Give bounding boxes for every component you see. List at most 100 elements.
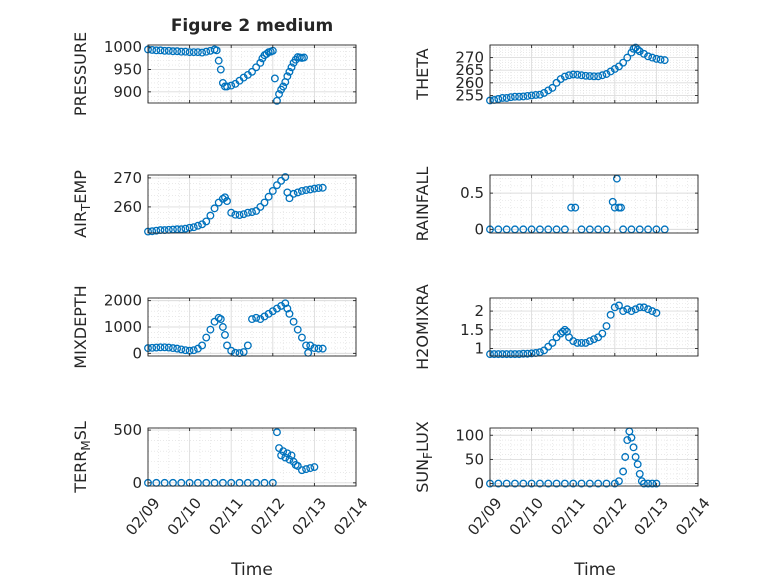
data-point xyxy=(177,345,186,354)
data-point xyxy=(273,428,281,437)
data-point xyxy=(552,479,561,488)
data-point xyxy=(302,186,311,195)
data-point xyxy=(498,350,507,359)
data-point xyxy=(502,94,511,102)
data-point xyxy=(270,74,279,83)
data-point xyxy=(206,325,215,334)
x-axis-label-left: Time xyxy=(230,560,273,580)
data-point xyxy=(148,227,157,236)
y-axis-label: PRESSURE xyxy=(71,32,90,116)
data-point xyxy=(293,325,302,334)
x-tick-label: 02/09 xyxy=(464,494,506,539)
data-point xyxy=(297,186,306,195)
data-point xyxy=(198,48,207,57)
data-point xyxy=(160,343,169,352)
data-point xyxy=(585,337,594,345)
data-point xyxy=(181,346,190,355)
data-point xyxy=(177,225,186,234)
data-point xyxy=(285,194,294,203)
data-point xyxy=(490,350,499,359)
data-point xyxy=(212,46,221,55)
data-point xyxy=(639,479,648,488)
data-point xyxy=(617,203,625,212)
subplot-mixdepth: 0 1000 2000 MIXDEPTH xyxy=(71,285,357,369)
data-point xyxy=(268,186,277,195)
data-point xyxy=(164,343,173,352)
y-tick-label: 500 xyxy=(113,421,142,439)
data-point xyxy=(306,185,315,194)
y-tick-label: 270 xyxy=(113,169,142,187)
data-point xyxy=(569,479,578,488)
x-tick-label: 02/12 xyxy=(247,494,289,539)
data-point xyxy=(152,343,161,352)
data-point xyxy=(558,327,567,336)
data-point xyxy=(648,307,657,316)
data-point xyxy=(275,90,283,99)
plot-area xyxy=(490,428,698,486)
data-point xyxy=(273,96,281,105)
axes-box xyxy=(147,174,357,234)
data-point xyxy=(619,307,628,316)
data-point xyxy=(252,207,261,215)
x-tick-label: 02/09 xyxy=(122,494,164,539)
data-point xyxy=(231,210,240,219)
data-point xyxy=(283,72,292,81)
x-tick-label: 02/13 xyxy=(630,494,672,539)
data-point xyxy=(623,305,632,314)
data-point xyxy=(289,189,298,198)
data-point xyxy=(181,224,190,233)
data-point xyxy=(631,453,640,461)
data-point xyxy=(548,338,557,347)
data-point xyxy=(635,469,644,478)
data-point xyxy=(289,317,298,326)
data-point xyxy=(610,303,619,312)
data-point xyxy=(279,82,288,91)
data-point xyxy=(573,70,582,79)
x-tick-label: 02/14 xyxy=(330,494,372,539)
x-tick-label: 02/13 xyxy=(288,494,330,539)
y-tick-label: 50 xyxy=(465,450,484,468)
data-point xyxy=(629,443,638,452)
x-tick-label: 02/14 xyxy=(672,494,714,539)
subplot-sun_flux: 02/09 02/10 02/11 02/12 02/13 02/14 0 50 100 SUNF… xyxy=(413,421,714,539)
data-point xyxy=(502,479,511,488)
data-point xyxy=(202,333,211,342)
data-point xyxy=(256,58,265,67)
data-point xyxy=(181,47,190,56)
axes-box xyxy=(489,174,699,234)
data-point xyxy=(173,344,182,353)
data-point xyxy=(631,305,640,314)
plot-area xyxy=(148,428,356,486)
data-point xyxy=(206,211,215,220)
data-point xyxy=(314,344,323,353)
data-point xyxy=(310,463,319,471)
x-tick-label: 02/12 xyxy=(589,494,631,539)
axes-box xyxy=(147,427,357,487)
data-point xyxy=(160,46,169,55)
data-point xyxy=(252,313,261,322)
data-point xyxy=(619,58,628,67)
data-point xyxy=(515,92,524,101)
data-point xyxy=(189,48,198,57)
data-point xyxy=(189,346,198,355)
data-point xyxy=(581,71,590,80)
data-point xyxy=(590,72,598,81)
data-point xyxy=(185,48,194,57)
data-point xyxy=(602,70,611,78)
data-point xyxy=(248,208,256,217)
data-point xyxy=(598,71,607,80)
y-tick-label: 270 xyxy=(455,49,484,67)
y-axis-label: RAINFALL xyxy=(413,167,432,242)
data-point xyxy=(569,70,578,79)
axes-box xyxy=(489,427,699,487)
data-point xyxy=(318,344,327,353)
data-point xyxy=(287,63,296,72)
data-point xyxy=(644,305,653,314)
series-markers xyxy=(486,43,669,105)
data-point xyxy=(639,49,648,58)
data-point xyxy=(285,455,294,464)
axes-box xyxy=(489,297,699,357)
data-point xyxy=(210,317,219,326)
